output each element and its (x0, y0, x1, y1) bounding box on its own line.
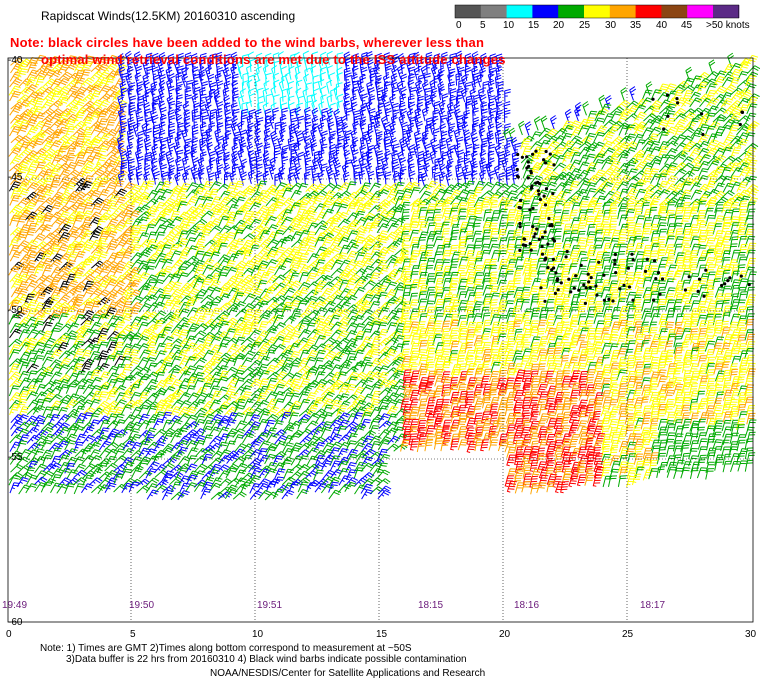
map-frame (7, 57, 754, 623)
time-label-1949: 19:49 (2, 600, 28, 611)
lon-label-25: 25 (622, 629, 634, 640)
lon-label-30: 30 (745, 629, 757, 640)
legend-label-45: 45 (681, 20, 693, 31)
legend-label-50plus: >50 knots (706, 20, 750, 31)
lon-label-10: 10 (252, 629, 264, 640)
legend-swatch (687, 5, 714, 18)
time-label-1950: 19:50 (129, 600, 155, 611)
legend-label-40: 40 (656, 20, 668, 31)
legend-swatch (506, 5, 533, 18)
time-label-1951: 19:51 (257, 600, 283, 611)
legend-label-30: 30 (605, 20, 617, 31)
lon-label-15: 15 (376, 629, 388, 640)
lat-label-40: -40 (8, 55, 23, 66)
lon-label-5: 5 (130, 629, 136, 640)
legend-color-bar (454, 4, 740, 19)
legend-label-20: 20 (553, 20, 565, 31)
legend-swatch (558, 5, 585, 18)
legend-swatch (635, 5, 662, 18)
time-label-1817: 18:17 (640, 600, 666, 611)
footer-note-2: 3)Data buffer is 22 hrs from 20160310 4)… (66, 654, 467, 665)
lat-label-45: -45 (8, 172, 23, 183)
footer-note-1: Note: 1) Times are GMT 2)Times along bot… (40, 643, 412, 654)
legend-label-5: 5 (480, 20, 486, 31)
lat-label-60: -60 (8, 617, 23, 628)
legend-swatch (609, 5, 637, 18)
contamination-markers (515, 93, 751, 305)
legend-label-0: 0 (456, 20, 462, 31)
note-line-2: optimal wind retrieval conditions are me… (41, 52, 506, 67)
legend-swatch (480, 5, 508, 18)
legend-swatch (584, 5, 611, 18)
legend-label-10: 10 (503, 20, 515, 31)
map-title: Rapidscat Winds(12.5KM) 20160310 ascendi… (41, 9, 296, 23)
lon-label-0: 0 (6, 629, 12, 640)
legend-swatch (455, 5, 482, 18)
legend-swatch (532, 5, 559, 18)
legend-label-25: 25 (579, 20, 591, 31)
lat-label-50: -50 (8, 305, 23, 316)
time-label-1815: 18:15 (418, 600, 444, 611)
note-line-1: Note: black circles have been added to t… (10, 35, 485, 50)
lon-label-20: 20 (499, 629, 511, 640)
lat-label-55: -55 (8, 452, 23, 463)
legend-swatch (713, 5, 740, 18)
footer-credit: NOAA/NESDIS/Center for Satellite Applica… (210, 668, 486, 679)
legend-label-15: 15 (528, 20, 540, 31)
wind-barbs-layer (8, 50, 760, 501)
legend-swatch (661, 5, 688, 18)
graticule (8, 58, 753, 622)
legend-label-35: 35 (630, 20, 642, 31)
time-label-1816: 18:16 (514, 600, 540, 611)
